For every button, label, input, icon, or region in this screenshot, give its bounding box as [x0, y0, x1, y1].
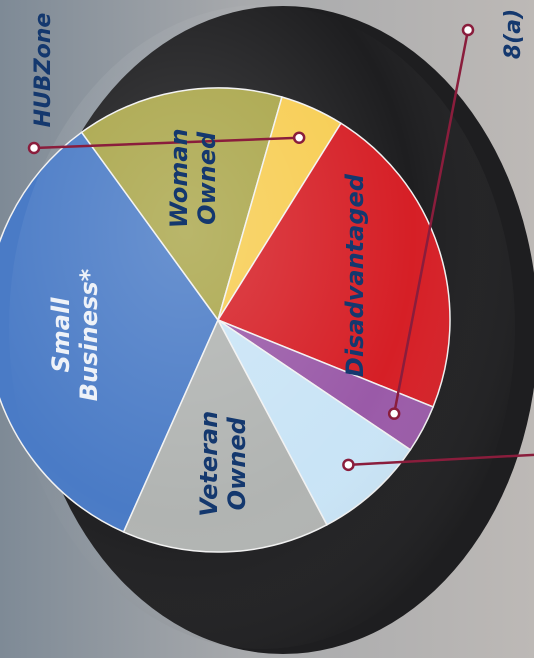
slice-label-small-business: SmallBusiness*	[47, 268, 103, 401]
callout-marker-hubzone-0	[292, 131, 306, 144]
slice-label-veteran-owned: VeteranOwned	[195, 411, 251, 517]
callout-marker-hubzone-1	[27, 141, 41, 155]
callout-group: HUBZone 8(a)	[27, 9, 534, 472]
slice-label-disadvantaged: Disadvantaged	[341, 173, 369, 377]
slice-labels: SmallBusiness*WomanOwned DisadvantagedVet…	[47, 128, 369, 516]
callout-marker-8-a-0	[387, 407, 401, 420]
callout-label-hubzone: HUBZone	[31, 13, 56, 128]
callout-line-8-a	[392, 29, 470, 414]
slice-label-line: Owned	[223, 416, 251, 510]
slice-label-woman-owned: WomanOwned	[165, 128, 221, 228]
callout-label-8-a: 8(a)	[501, 9, 526, 59]
callout-marker-unlabeled	[342, 458, 355, 472]
callout-marker-8-a-1	[461, 23, 475, 37]
slice-label-line: Woman	[165, 128, 193, 228]
slice-label-line: Veteran	[195, 411, 223, 517]
callout-line-hubzone	[33, 136, 300, 150]
slice-label-line: Business*	[75, 268, 103, 401]
slice-label-line: Small	[47, 297, 75, 373]
callout-line-unlabeled	[348, 453, 534, 467]
slice-label-line: Owned	[193, 131, 221, 225]
slice-label-line: Disadvantaged	[341, 173, 369, 377]
